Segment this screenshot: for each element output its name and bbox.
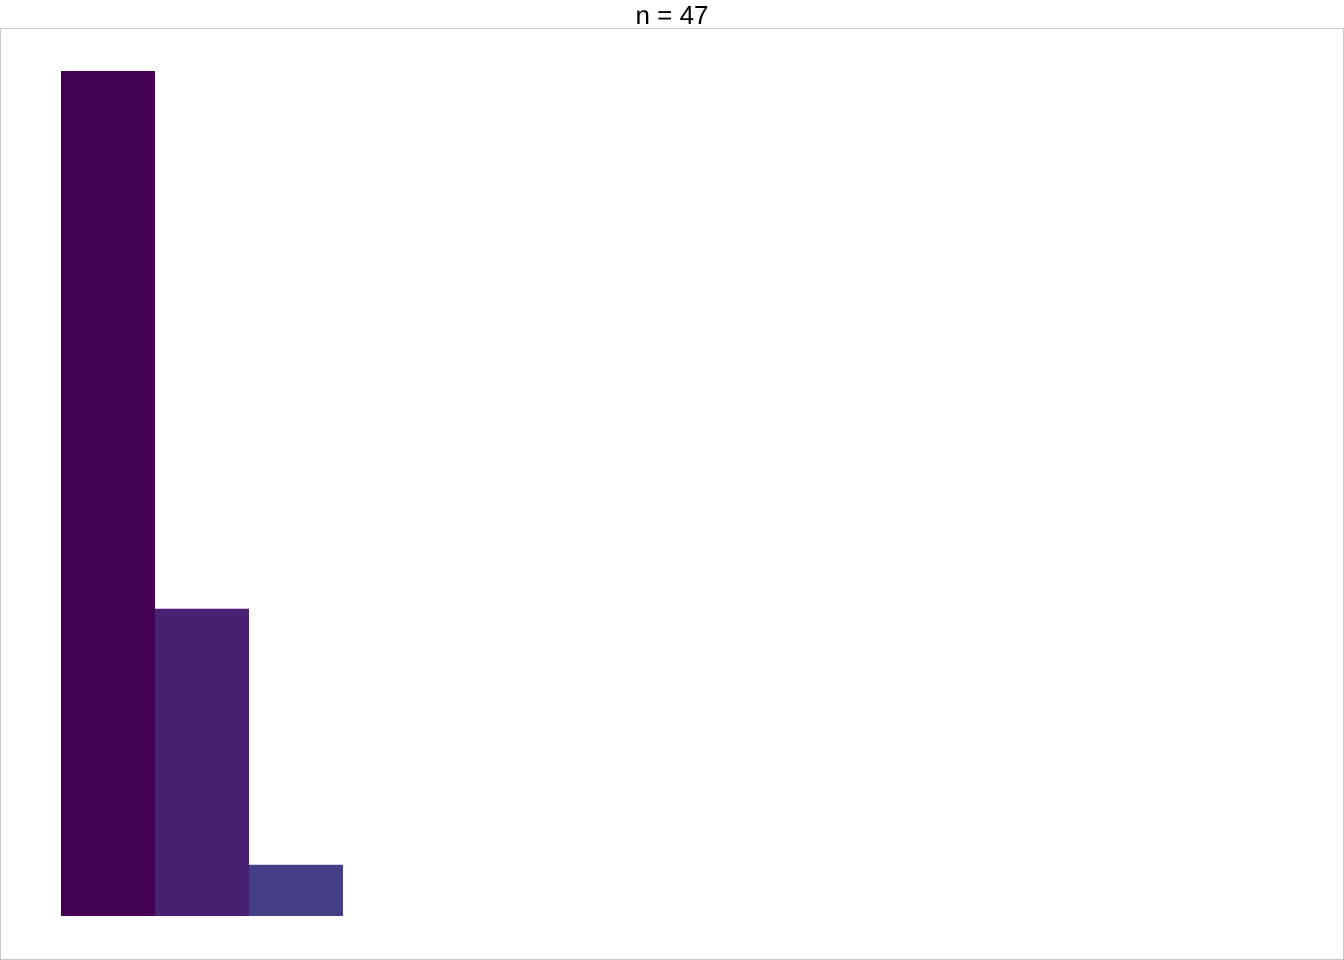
chart-title: n = 47 (635, 0, 709, 30)
histogram-bar-2 (155, 608, 249, 916)
histogram-bar-1 (61, 71, 155, 916)
histogram-bar-3 (249, 864, 343, 916)
